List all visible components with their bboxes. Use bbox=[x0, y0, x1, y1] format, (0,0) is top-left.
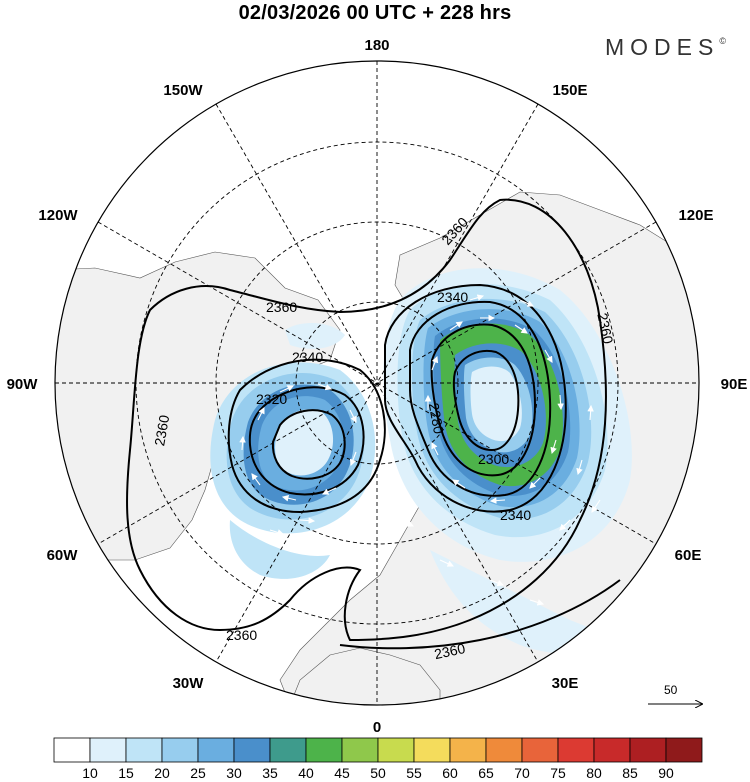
colorbar-label: 85 bbox=[622, 765, 638, 781]
wind-vectors bbox=[239, 294, 601, 606]
colorbar-label: 20 bbox=[154, 765, 170, 781]
jet-patch-northwest bbox=[285, 323, 345, 349]
map-interior: 2360 2340 2320 2280 2300 2340 2360 2360 … bbox=[55, 61, 699, 705]
colorbar-swatch bbox=[593, 737, 631, 763]
lon-label-30e: 30E bbox=[552, 675, 579, 692]
jet-west-center bbox=[275, 409, 334, 476]
lon-label-60w: 60W bbox=[47, 547, 79, 564]
colorbar-label: 15 bbox=[118, 765, 134, 781]
colorbar-swatch bbox=[521, 737, 559, 763]
colorbar-label: 65 bbox=[478, 765, 494, 781]
contour-2340-west bbox=[227, 358, 386, 514]
height-contours bbox=[126, 198, 621, 650]
colorbar-swatch bbox=[269, 737, 307, 763]
colorbar-swatch bbox=[233, 737, 271, 763]
colorbar-label: 70 bbox=[514, 765, 530, 781]
lon-label-120e: 120E bbox=[678, 207, 713, 224]
lon-label-180: 180 bbox=[364, 37, 389, 54]
jet-east-center bbox=[470, 366, 522, 442]
contour-2320-west bbox=[248, 386, 365, 496]
contour-label: 2340 bbox=[437, 289, 468, 305]
colorbar-swatch bbox=[125, 737, 163, 763]
lon-label-0: 0 bbox=[373, 719, 381, 736]
brand-text: MODES bbox=[605, 34, 720, 60]
vector-reference-label: 50 bbox=[664, 683, 678, 697]
contour-label: 2340 bbox=[500, 507, 531, 523]
brand-mark: © bbox=[719, 36, 726, 46]
colorbar-swatch bbox=[557, 737, 595, 763]
lon-label-120w: 120W bbox=[38, 207, 78, 224]
colorbar-label: 75 bbox=[550, 765, 566, 781]
colorbar-label: 35 bbox=[262, 765, 278, 781]
page-title: 02/03/2026 00 UTC + 228 hrs bbox=[238, 2, 512, 24]
contour-label: 2360 bbox=[433, 640, 467, 662]
colorbar-label: 30 bbox=[226, 765, 242, 781]
colorbar-label: 25 bbox=[190, 765, 206, 781]
brand-logo: MODES© bbox=[605, 34, 726, 61]
contour-2280-east bbox=[452, 350, 520, 452]
colorbar-swatch bbox=[629, 737, 667, 763]
colorbar-swatch bbox=[449, 737, 487, 763]
contour-label: 2360 bbox=[266, 299, 297, 315]
contour-label: 2360 bbox=[594, 311, 616, 345]
colorbar-swatch bbox=[485, 737, 523, 763]
contour-label: 2360 bbox=[151, 414, 172, 448]
lon-label-90e: 90E bbox=[721, 376, 748, 393]
colorbar-label: 80 bbox=[586, 765, 602, 781]
colorbar-swatch bbox=[197, 737, 235, 763]
contour-2320-east bbox=[409, 300, 552, 497]
contour-2360-bottom bbox=[339, 579, 621, 650]
colorbar-swatch bbox=[341, 737, 379, 763]
colorbar-swatch bbox=[377, 737, 415, 763]
contour-label: 2340 bbox=[292, 349, 323, 365]
lon-label-30w: 30W bbox=[173, 675, 205, 692]
colorbar-swatch bbox=[665, 737, 703, 763]
colorbar-swatch bbox=[413, 737, 451, 763]
lon-label-150e: 150E bbox=[552, 82, 587, 99]
jet-patch-south bbox=[229, 520, 330, 579]
colorbar-label: 40 bbox=[298, 765, 314, 781]
lon-label-60e: 60E bbox=[675, 547, 702, 564]
colorbar-label: 55 bbox=[406, 765, 422, 781]
longitude-labels: 180 150E 120E 90E 60E 30E 0 30W 60W 90W … bbox=[7, 37, 748, 736]
contour-2300-west bbox=[271, 409, 346, 480]
colorbar-label: 60 bbox=[442, 765, 458, 781]
lon-label-150w: 150W bbox=[163, 82, 203, 99]
colorbar: 10 15 20 25 30 35 40 45 50 55 60 65 70 75 80 85 90 bbox=[53, 737, 703, 781]
colorbar-swatch bbox=[89, 737, 127, 763]
colorbar-swatch bbox=[53, 737, 91, 763]
contour-2300-east bbox=[430, 323, 537, 477]
contour-label: 2320 bbox=[256, 391, 287, 407]
colorbar-label: 10 bbox=[82, 765, 98, 781]
lon-label-90w: 90W bbox=[7, 376, 39, 393]
map-border bbox=[54, 60, 700, 706]
colorbar-label: 45 bbox=[334, 765, 350, 781]
contour-2360-outer bbox=[126, 198, 607, 642]
colorbar-swatch bbox=[305, 737, 343, 763]
colorbar-label: 90 bbox=[658, 765, 674, 781]
contour-label: 2360 bbox=[226, 627, 257, 643]
contour-label: 2280 bbox=[426, 402, 447, 436]
contour-label: 2300 bbox=[478, 451, 509, 467]
colorbar-swatch bbox=[161, 737, 199, 763]
contour-2340-east bbox=[384, 283, 567, 513]
colorbar-label: 50 bbox=[370, 765, 386, 781]
graticule bbox=[55, 61, 699, 705]
